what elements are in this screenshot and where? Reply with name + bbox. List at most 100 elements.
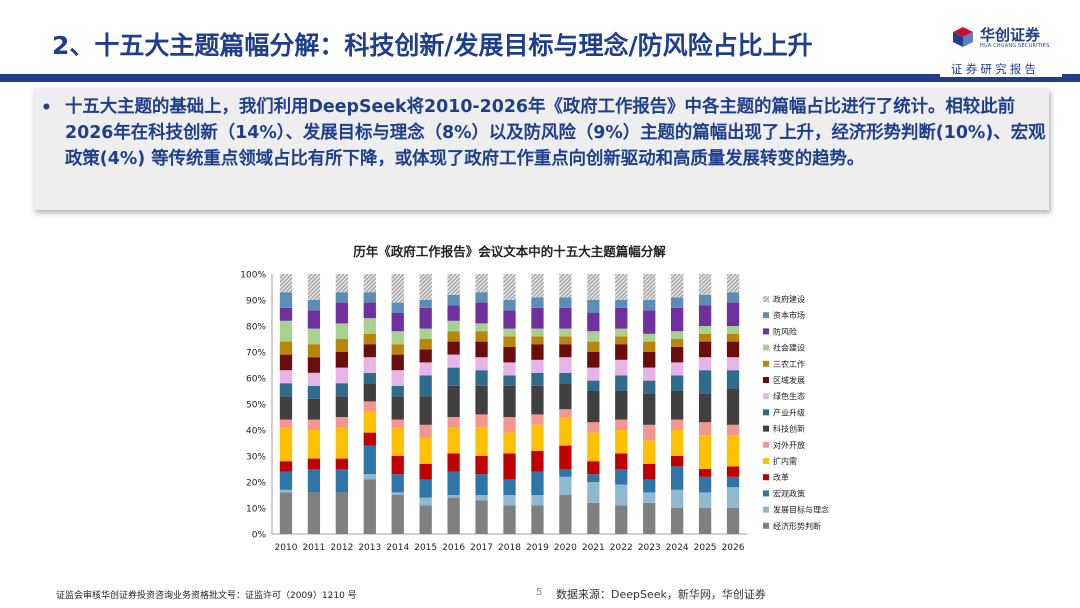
legend-label: 对外开放 xyxy=(773,440,805,450)
bar-segment xyxy=(671,274,684,298)
legend-label: 社会建设 xyxy=(773,343,805,353)
bar-segment xyxy=(391,344,404,355)
bar-segment xyxy=(335,458,348,469)
bar-segment xyxy=(671,489,684,508)
bar-segment xyxy=(671,362,684,376)
bar-segment xyxy=(335,417,348,428)
bar-segment xyxy=(279,320,293,342)
bar-segment xyxy=(559,274,572,298)
bar-segment xyxy=(643,300,656,311)
bar-segment xyxy=(419,424,432,438)
bar-segment xyxy=(559,469,572,477)
bar-segment xyxy=(503,310,516,329)
bar-segment xyxy=(503,300,516,311)
bar-segment xyxy=(447,331,460,342)
bar-segment xyxy=(503,385,516,417)
bar-segment xyxy=(475,495,488,501)
bar-segment xyxy=(447,341,460,355)
bar-segment xyxy=(587,341,600,352)
bar-segment xyxy=(643,333,656,342)
bar-segment xyxy=(279,307,293,321)
bar-segment xyxy=(419,362,432,376)
bar-segment xyxy=(391,331,404,345)
bar-segment xyxy=(531,414,544,425)
bar-segment xyxy=(587,300,600,313)
x-tick-label: 2014 xyxy=(386,543,409,553)
company-logo: 华创证券 HUA CHUANG SECURITIES xyxy=(952,24,1062,54)
bar-segment xyxy=(391,313,404,332)
header-divider xyxy=(0,74,1080,82)
summary-text: 十五大主题的基础上，我们利用DeepSeek将2010-2026年《政府工作报告… xyxy=(65,97,1046,169)
bar-segment xyxy=(447,495,460,498)
y-tick-label: 50% xyxy=(246,401,266,411)
bar-segment xyxy=(307,300,321,311)
bar-segment xyxy=(475,414,488,428)
bar-segment xyxy=(391,495,404,534)
bar-segment xyxy=(559,344,572,358)
bar-segment xyxy=(363,357,376,373)
page-title: 2、十五大主题篇幅分解：科技创新/发展目标与理念/防风险占比上升 xyxy=(52,31,813,60)
bar-segment xyxy=(671,307,684,332)
bar-segment xyxy=(698,333,712,342)
legend-label: 经济形势判断 xyxy=(773,521,821,531)
bar-segment xyxy=(671,508,684,534)
bar-segment xyxy=(615,336,628,345)
legend-swatch xyxy=(763,458,769,464)
bar-segment xyxy=(531,424,544,451)
bar-segment xyxy=(307,372,321,386)
legend-swatch xyxy=(763,344,769,351)
bar-segment xyxy=(419,274,432,300)
bar-segment xyxy=(447,354,460,368)
legend-swatch xyxy=(763,409,769,416)
bar-segment xyxy=(363,474,376,480)
bar-segment xyxy=(726,357,740,371)
bar-segment xyxy=(587,352,600,368)
bar-segment xyxy=(335,383,348,397)
bar-segment xyxy=(447,417,460,428)
bar-segment xyxy=(307,492,321,534)
legend-swatch xyxy=(763,441,769,448)
bar-segment xyxy=(587,391,600,423)
y-tick-label: 10% xyxy=(246,505,266,515)
bar-segment xyxy=(391,302,404,313)
bar-segment xyxy=(531,359,544,373)
bar-segment xyxy=(531,450,544,472)
bar-segment xyxy=(475,274,488,293)
bar-segment xyxy=(615,344,628,360)
legend-swatch xyxy=(763,312,769,319)
bar-segment xyxy=(587,502,600,534)
bar-segment xyxy=(671,456,684,467)
legend-swatch xyxy=(763,506,769,513)
bar-segment xyxy=(726,466,740,477)
y-tick-label: 70% xyxy=(246,349,266,359)
bar-segment xyxy=(447,497,460,534)
bar-segment xyxy=(475,341,488,358)
bar-segment xyxy=(475,357,488,371)
bar-segment xyxy=(391,492,404,495)
bar-segment xyxy=(531,471,544,495)
legend-swatch xyxy=(763,377,769,383)
x-tick-label: 2025 xyxy=(694,543,717,553)
bar-segment xyxy=(587,482,600,503)
x-tick-label: 2022 xyxy=(610,543,633,553)
bar-segment xyxy=(698,294,712,306)
bar-segment xyxy=(391,385,404,397)
bar-segment xyxy=(503,479,516,495)
bar-segment xyxy=(419,437,432,464)
bar-segment xyxy=(615,505,628,534)
bar-segment xyxy=(279,492,293,534)
bar-segment xyxy=(447,294,460,306)
y-tick-label: 60% xyxy=(246,375,266,385)
bar-segment xyxy=(419,505,432,534)
bar-segment xyxy=(503,346,516,363)
bar-segment xyxy=(559,409,572,417)
bar-segment xyxy=(726,476,740,488)
bar-segment xyxy=(643,502,656,534)
logo-cube-icon xyxy=(953,27,973,47)
bar-segment xyxy=(726,370,740,389)
bar-segment xyxy=(726,424,740,436)
bar-segment xyxy=(447,453,460,472)
bar-segment xyxy=(643,367,656,381)
bar-segment xyxy=(559,336,572,345)
bar-segment xyxy=(671,430,684,456)
